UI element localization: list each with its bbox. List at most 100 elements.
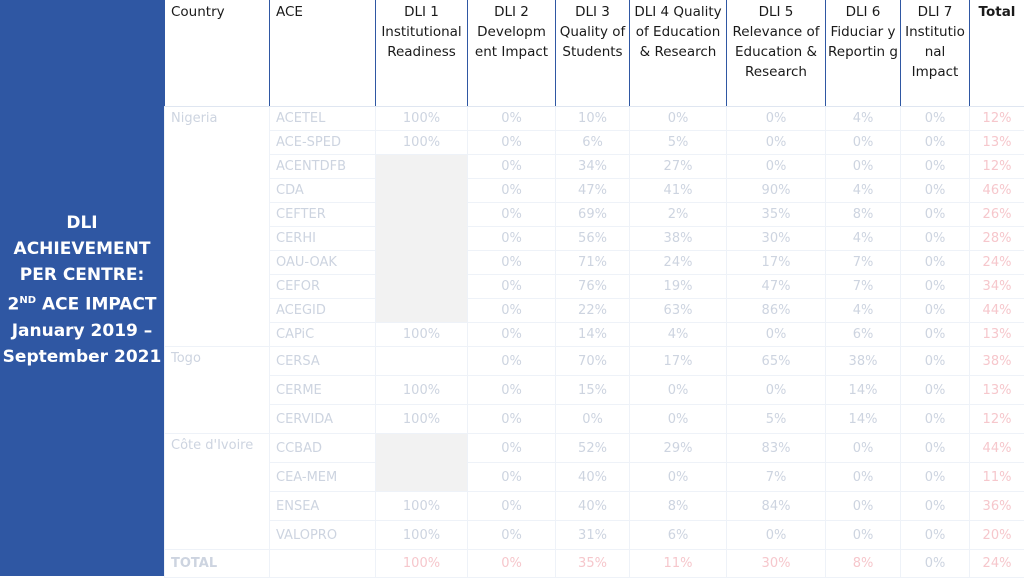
total-total-cell: 24% (970, 550, 1024, 578)
dli4-cell: 27% (630, 155, 727, 179)
dli3-cell: 52% (556, 434, 630, 463)
dli6-cell: 0% (826, 463, 901, 492)
ace-cell: CCBAD (270, 434, 376, 463)
dli4-cell: 5% (630, 131, 727, 155)
dli6-cell: 4% (826, 107, 901, 131)
dli7-cell: 0% (901, 275, 970, 299)
dli3-cell: 34% (556, 155, 630, 179)
dli5-cell: 86% (727, 299, 826, 323)
dli7-cell: 0% (901, 179, 970, 203)
title-line-4-num: 2 (8, 295, 20, 315)
dli7-cell: 0% (901, 463, 970, 492)
sidebar-panel: DLI ACHIEVEMENT PER CENTRE: 2ND ACE IMPA… (0, 0, 164, 576)
total-cell: 20% (970, 521, 1024, 550)
dli1-cell: 100% (376, 323, 468, 347)
title-line-3: PER CENTRE: (0, 262, 164, 288)
header-dli4: DLI 4 Quality of Education & Research (630, 0, 727, 107)
dli7-cell: 0% (901, 376, 970, 405)
dli3-cell: 22% (556, 299, 630, 323)
dli6-cell: 4% (826, 179, 901, 203)
total-cell: 12% (970, 107, 1024, 131)
total-cell: 34% (970, 275, 1024, 299)
total-dli1-cell: 100% (376, 550, 468, 578)
dli4-cell: 38% (630, 227, 727, 251)
dli4-cell: 6% (630, 521, 727, 550)
dli5-cell: 30% (727, 227, 826, 251)
total-cell: 46% (970, 179, 1024, 203)
dli6-cell: 38% (826, 347, 901, 376)
table-row: CAPiC 100% 0% 14% 4% 0% 6% 0% 13% (165, 323, 1024, 347)
dli5-cell: 7% (727, 463, 826, 492)
dli4-cell: 8% (630, 492, 727, 521)
dli5-cell: 47% (727, 275, 826, 299)
dli7-cell: 0% (901, 323, 970, 347)
dli4-cell: 0% (630, 405, 727, 434)
dli7-cell: 0% (901, 203, 970, 227)
title-line-4-rest: ACE IMPACT (36, 295, 156, 315)
table-row: ENSEA 100% 0% 40% 8% 84% 0% 0% 36% (165, 492, 1024, 521)
title-line-4: 2ND ACE IMPACT (0, 288, 164, 318)
total-cell: 13% (970, 131, 1024, 155)
dli1-cell: 100% (376, 131, 468, 155)
dli7-cell: 0% (901, 131, 970, 155)
total-cell: 24% (970, 251, 1024, 275)
country-togo: Togo (165, 347, 270, 434)
total-cell: 36% (970, 492, 1024, 521)
dli6-cell: 0% (826, 492, 901, 521)
dli1-cell: 100% (376, 521, 468, 550)
table-header-row: Country ACE DLI 1 Institutional Readines… (165, 0, 1024, 107)
dli3-cell: 0% (556, 405, 630, 434)
slide-title: DLI ACHIEVEMENT PER CENTRE: 2ND ACE IMPA… (0, 210, 164, 370)
dli7-cell: 0% (901, 251, 970, 275)
total-cell: 44% (970, 299, 1024, 323)
ace-cell: ACENTDFB (270, 155, 376, 179)
dli7-cell: 0% (901, 155, 970, 179)
country-cote-divoire: Côte d'Ivoire (165, 434, 270, 550)
dli7-cell: 0% (901, 107, 970, 131)
title-line-5: January 2019 – (0, 318, 164, 344)
total-ace-empty (270, 550, 376, 578)
header-dli1: DLI 1 Institutional Readiness (376, 0, 468, 107)
ace-cell: ACETEL (270, 107, 376, 131)
dli4-cell: 19% (630, 275, 727, 299)
table-row: OAU-OAK 0% 71% 24% 17% 7% 0% 24% (165, 251, 1024, 275)
dli6-cell: 7% (826, 275, 901, 299)
dli2-cell: 0% (468, 463, 556, 492)
dli2-cell: 0% (468, 227, 556, 251)
dli5-cell: 90% (727, 179, 826, 203)
dli4-cell: 24% (630, 251, 727, 275)
header-country: Country (165, 0, 270, 107)
ace-cell: CERHI (270, 227, 376, 251)
table-row: VALOPRO 100% 0% 31% 6% 0% 0% 0% 20% (165, 521, 1024, 550)
ace-cell: ACE-SPED (270, 131, 376, 155)
table-row: Côte d'Ivoire CCBAD 0% 52% 29% 83% 0% 0%… (165, 434, 1024, 463)
header-dli7: DLI 7 Institutio nal Impact (901, 0, 970, 107)
title-line-4-sup: ND (19, 295, 36, 306)
dli4-cell: 4% (630, 323, 727, 347)
country-nigeria: Nigeria (165, 107, 270, 347)
total-dli6-cell: 8% (826, 550, 901, 578)
table-row: ACE-SPED 100% 0% 6% 5% 0% 0% 0% 13% (165, 131, 1024, 155)
dli5-cell: 0% (727, 107, 826, 131)
dli7-cell: 0% (901, 492, 970, 521)
ace-cell: CEFTER (270, 203, 376, 227)
ace-cell: CEA-MEM (270, 463, 376, 492)
dli5-cell: 0% (727, 376, 826, 405)
total-cell: 13% (970, 323, 1024, 347)
dli4-cell: 0% (630, 376, 727, 405)
dli4-cell: 17% (630, 347, 727, 376)
dli2-cell: 0% (468, 203, 556, 227)
dli4-cell: 0% (630, 463, 727, 492)
ace-cell: CERME (270, 376, 376, 405)
dli3-cell: 40% (556, 463, 630, 492)
total-cell: 11% (970, 463, 1024, 492)
dli7-cell: 0% (901, 521, 970, 550)
dli6-cell: 6% (826, 323, 901, 347)
table-row: ACEGID 0% 22% 63% 86% 4% 0% 44% (165, 299, 1024, 323)
dli6-cell: 0% (826, 521, 901, 550)
total-cell: 38% (970, 347, 1024, 376)
dli1-empty-cell (376, 155, 468, 323)
dli3-cell: 70% (556, 347, 630, 376)
dli2-cell: 0% (468, 179, 556, 203)
dli2-cell: 0% (468, 376, 556, 405)
